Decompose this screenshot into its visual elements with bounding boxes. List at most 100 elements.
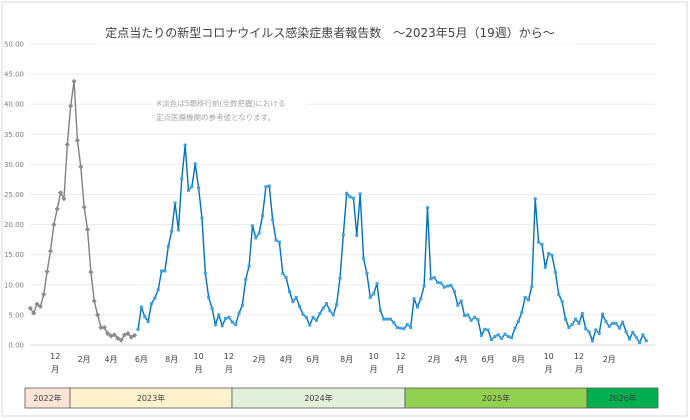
data-point — [553, 270, 557, 274]
data-point — [432, 276, 436, 280]
data-point — [261, 214, 265, 218]
data-point — [442, 285, 446, 289]
data-point — [139, 305, 143, 309]
data-point — [247, 264, 251, 268]
data-point — [176, 228, 180, 232]
data-point — [395, 326, 399, 330]
data-point — [84, 226, 91, 232]
data-point — [348, 195, 352, 199]
y-tick-label: 25.00 — [4, 191, 24, 199]
data-point — [634, 335, 638, 339]
data-point — [173, 201, 177, 205]
data-point — [136, 327, 140, 331]
data-point — [311, 315, 315, 319]
data-point — [267, 184, 271, 188]
data-point — [446, 284, 450, 288]
data-point — [180, 177, 184, 181]
data-point — [105, 331, 111, 337]
data-point — [638, 341, 642, 345]
data-point — [128, 334, 134, 340]
data-point — [234, 323, 238, 327]
data-point — [143, 315, 147, 319]
data-point — [452, 289, 456, 293]
data-point — [227, 315, 231, 319]
data-point — [587, 330, 591, 334]
series-1 — [136, 143, 648, 345]
data-point — [294, 295, 298, 299]
data-point — [193, 162, 197, 166]
data-point — [419, 297, 423, 301]
data-point — [207, 295, 211, 299]
year-band: 2023年 — [69, 387, 233, 409]
data-point — [459, 299, 463, 303]
data-point — [146, 320, 150, 324]
data-point — [392, 321, 396, 325]
data-point — [101, 324, 107, 331]
data-point — [156, 288, 160, 292]
data-point — [213, 323, 217, 327]
year-band-label: 2022年 — [33, 393, 61, 403]
data-point — [368, 295, 372, 299]
data-point — [250, 224, 254, 228]
data-point — [439, 281, 443, 285]
data-point — [449, 283, 453, 287]
title-background — [95, 22, 575, 44]
data-point — [415, 305, 419, 309]
data-point — [574, 317, 578, 321]
data-point — [483, 327, 487, 331]
data-point — [274, 238, 278, 242]
data-point — [382, 317, 386, 321]
data-point — [351, 196, 355, 200]
data-point — [217, 313, 221, 317]
data-point — [375, 282, 379, 286]
data-point — [200, 216, 204, 220]
data-point — [463, 314, 467, 318]
y-tick-label: 30.00 — [4, 161, 24, 169]
data-point — [405, 323, 409, 327]
data-point — [644, 339, 648, 343]
data-point — [281, 271, 285, 275]
data-point — [125, 331, 131, 337]
data-point — [594, 328, 598, 332]
data-point — [362, 256, 366, 260]
data-point — [590, 339, 594, 343]
series-0 — [27, 78, 138, 343]
data-point — [422, 284, 426, 288]
data-point — [71, 78, 77, 84]
year-band-fill — [586, 387, 659, 409]
data-point — [240, 303, 244, 307]
data-point — [567, 326, 571, 330]
note-background — [152, 94, 306, 130]
data-point — [486, 328, 490, 332]
data-point — [425, 206, 429, 210]
data-point — [506, 335, 510, 339]
data-point — [614, 321, 618, 325]
data-point — [237, 311, 241, 315]
data-point — [385, 317, 389, 321]
data-point — [170, 229, 174, 233]
data-point — [160, 269, 164, 273]
data-point — [210, 306, 214, 310]
data-point — [190, 185, 194, 189]
data-point — [577, 321, 581, 325]
data-point — [510, 336, 514, 340]
data-point — [624, 330, 628, 334]
data-point — [533, 197, 537, 201]
data-point — [203, 271, 207, 275]
year-band-label: 2026年 — [608, 393, 636, 403]
y-tick-label: 20.00 — [4, 221, 24, 229]
data-point — [271, 218, 275, 222]
data-point — [570, 323, 574, 327]
data-point — [166, 244, 170, 248]
data-point — [254, 236, 258, 240]
data-point — [298, 304, 302, 308]
data-point — [631, 330, 635, 334]
note-line-2: 定点医療機関の参考値となります。 — [156, 112, 275, 122]
data-point — [493, 335, 497, 339]
data-point — [308, 323, 312, 327]
y-tick-label: 50.00 — [4, 41, 24, 49]
year-band: 2024年 — [231, 387, 406, 409]
data-point — [291, 300, 295, 304]
